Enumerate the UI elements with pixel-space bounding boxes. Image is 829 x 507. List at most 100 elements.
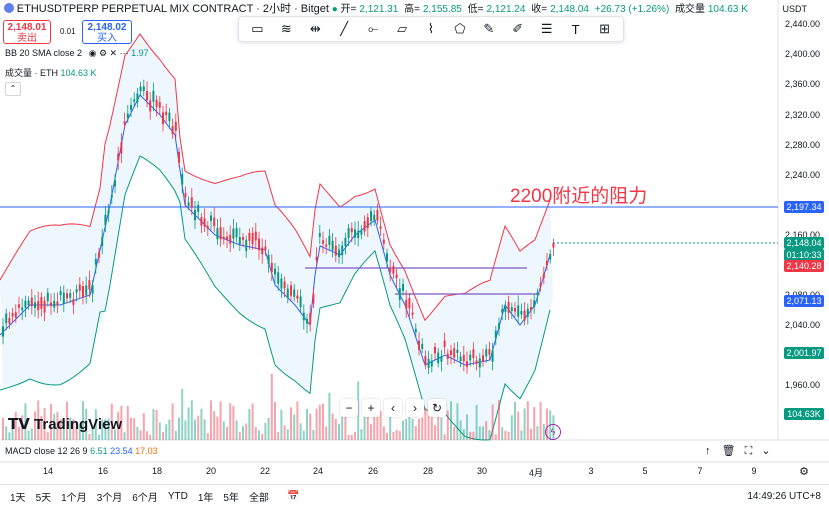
range-3m[interactable]: 3个月 [96,492,123,504]
range-5d[interactable]: 5天 [35,492,52,504]
volume-bar [206,433,209,440]
candle-body [280,278,283,289]
candle-body [18,304,20,308]
tradingview-logo[interactable]: 𝗧𝗩 TradingView [8,416,123,433]
range-1d[interactable]: 1天 [10,492,26,504]
volume-bar [405,418,408,440]
candle-body [261,247,264,255]
candle-body [302,312,305,321]
delete-icon[interactable]: 🗑 [721,445,736,457]
candle-body [270,262,273,273]
polygon-tool-icon[interactable]: ⬠ [454,21,466,36]
candle-body [245,239,248,251]
candle-body [523,310,526,321]
volume-bar [274,401,276,440]
volume-bar [133,417,136,440]
volume-bar [34,411,36,440]
symbol-title[interactable]: ETHUSDTPERP PERPETUAL MIX CONTRACT · 2小时… [16,3,329,15]
settings-icon[interactable]: ⚙ [98,48,108,58]
crosshair-tool-icon[interactable]: ⊞ [599,21,610,36]
range-1m[interactable]: 1个月 [61,492,87,504]
hline-tool-icon[interactable]: ⇹ [309,21,321,36]
candle-body [379,226,382,229]
tv-logo-icon: 𝗧𝗩 [8,416,30,433]
volume-bar [514,401,516,440]
range-ytd[interactable]: YTD [167,490,188,502]
volume-bar [363,400,366,440]
trendline-tool-icon[interactable]: ╱ [340,21,349,36]
volume-bar [21,415,24,440]
candle-body [331,240,334,251]
channel-tool-icon[interactable]: ≋ [280,21,292,36]
volume-bar [318,404,321,440]
text-tool-icon[interactable]: T [571,21,580,37]
y-tick: 2,360.00 [785,79,821,89]
rectangle-tool-icon[interactable]: ▭ [251,21,264,36]
move-up-icon[interactable]: ↑ [705,445,711,457]
resistance-annotation[interactable]: 2200附近的阻力 [510,186,648,207]
zoom-out-button[interactable]: − [340,399,358,417]
range-all[interactable]: 全部 [248,492,269,504]
reset-chart-button[interactable]: ↻ [428,399,446,417]
scroll-left-button[interactable]: ‹ [384,399,402,417]
collapse-indicators-icon[interactable]: ⌃ [5,82,21,96]
volume-bar [146,431,148,440]
volume-bar [219,401,222,440]
brush-tool-icon[interactable]: ✎ [483,21,495,36]
volume-bar [264,422,267,440]
candle-body [472,349,475,359]
more-icon[interactable]: ··· [119,48,129,58]
volume-bar [517,411,520,440]
candle-body [210,215,212,221]
candle-body [405,300,408,309]
candle-body [389,268,392,272]
ruler-tool-icon[interactable]: ✐ [512,21,524,36]
volume-bar [366,415,369,440]
fib-tool-icon[interactable]: ☰ [540,21,553,36]
volume-bar [302,430,305,440]
path-tool-icon[interactable]: ⌇ [427,21,435,36]
scroll-right-button[interactable]: › [406,399,424,417]
macd-label[interactable]: MACD close 12 26 9 6.51 23.54 17.03 [5,446,158,456]
chart-header: ETHUSDTPERP PERPETUAL MIX CONTRACT · 2小时… [4,0,748,18]
volume-bar [357,381,360,440]
date-range-icon[interactable]: 📅 [286,490,300,502]
zoom-in-button[interactable]: + [362,399,380,417]
candle-body [264,246,267,251]
x-tick: 4月 [528,468,543,478]
currency-label[interactable]: USDT [782,4,808,14]
horizontal-ray-icon[interactable]: ⟜ [367,21,379,36]
candle-body [357,230,360,239]
volume-bar [280,409,283,440]
range-5y[interactable]: 5年 [223,492,239,504]
lightning-icon[interactable]: ϟ [545,424,561,440]
close-icon[interactable]: ✕ [109,48,118,58]
candle-body [498,323,500,329]
x-tick: 3 [588,466,594,476]
maximize-icon[interactable]: ⛶ [744,445,753,457]
candle-body [533,300,536,308]
axis-settings-icon[interactable]: ⚙ [799,466,809,478]
volume-bar [200,408,203,440]
buy-button[interactable]: 2,148.02 买入 [82,20,132,44]
candle-body [43,300,46,313]
sell-button[interactable]: 2,148.01 卖出 [3,20,51,44]
eye-icon[interactable]: ◉ [88,48,97,58]
candle-body [437,352,440,364]
collapse-icon[interactable]: ⌄ [761,445,771,457]
range-6m[interactable]: 6个月 [132,492,158,504]
callout-tool-icon[interactable]: ▱ [397,21,408,36]
volume-bar [312,430,315,440]
candle-body [168,112,171,122]
candle-body [469,354,472,361]
candle-body [504,305,507,312]
range-1y[interactable]: 1年 [197,492,214,504]
candle-body [136,93,139,103]
bb-indicator-label[interactable]: BB 20 SMA close 2 ◉ ⚙ ✕ ··· 1.97 [5,48,149,58]
volume-bar [123,432,126,440]
clock-time[interactable]: 14:49:26 UTC+8 [747,490,821,502]
volume-bar [37,400,40,440]
volume-indicator-label[interactable]: 成交量 · ETH 104.63 K [5,68,97,78]
volume-bar [242,426,244,440]
